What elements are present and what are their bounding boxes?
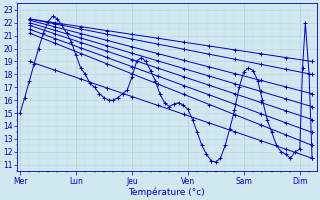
X-axis label: Température (°c): Température (°c) [129, 187, 205, 197]
